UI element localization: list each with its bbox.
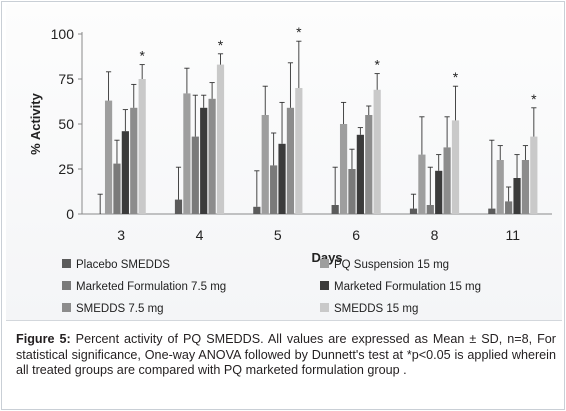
caption-label: Figure 5:	[16, 332, 71, 346]
bar	[356, 134, 364, 214]
caption-text: Percent activity of PQ SMEDDS. All value…	[16, 332, 556, 377]
significance-marker: *	[296, 24, 302, 40]
bar	[261, 115, 269, 214]
significance-marker: *	[453, 69, 459, 85]
bar	[513, 178, 521, 214]
y-tick-label: 0	[66, 206, 74, 222]
x-tick-label: 3	[117, 227, 125, 243]
legend-swatch	[62, 259, 71, 268]
legend-label: Marketed Formulation 7.5 mg	[76, 281, 226, 293]
bar	[270, 165, 278, 214]
significance-marker: *	[374, 57, 380, 73]
bar	[200, 107, 208, 214]
y-tick-label: 100	[51, 26, 75, 42]
bar	[409, 208, 418, 214]
bar	[426, 205, 434, 214]
y-axis-label: % Activity	[28, 92, 43, 154]
bar	[488, 208, 496, 214]
bar	[496, 160, 504, 214]
bar	[104, 100, 113, 214]
bar	[208, 98, 216, 214]
legend-label: SMEDDS 7.5 mg	[76, 303, 164, 315]
bar	[521, 160, 530, 214]
legend-label: PQ Suspension 15 mg	[334, 259, 449, 271]
figure-caption: Figure 5: Percent activity of PQ SMEDDS.…	[16, 332, 556, 379]
legend-label: SMEDDS 15 mg	[334, 303, 418, 315]
legend-swatch	[320, 259, 329, 268]
x-tick-label: 8	[431, 227, 439, 243]
bar	[331, 205, 339, 214]
bar	[365, 115, 373, 214]
significance-marker: *	[218, 37, 224, 53]
significance-marker: *	[531, 91, 537, 107]
y-tick-label: 25	[58, 161, 74, 177]
bar	[130, 107, 138, 214]
legend-label: Placebo SMEDDS	[76, 259, 170, 271]
y-tick-label: 75	[58, 71, 74, 87]
bar	[278, 143, 286, 214]
bar	[348, 169, 356, 214]
significance-marker: *	[139, 48, 145, 64]
bar	[121, 131, 129, 214]
bar	[530, 136, 538, 214]
bar	[191, 136, 199, 214]
legend-swatch	[320, 303, 329, 312]
x-tick-label: 5	[274, 227, 282, 243]
bar	[174, 199, 183, 214]
bar	[451, 120, 460, 214]
bar	[339, 124, 348, 214]
legend-swatch	[320, 281, 329, 290]
bar	[418, 154, 426, 214]
x-tick-label: 4	[196, 227, 204, 243]
x-tick-label: 6	[352, 227, 360, 243]
bar	[216, 64, 225, 214]
bar	[295, 88, 303, 214]
bar	[113, 163, 121, 214]
legend-swatch	[62, 281, 71, 290]
bar	[443, 147, 451, 214]
x-tick-label: 11	[506, 227, 521, 243]
bar-chart: 0 25 50 75 100 % Activity * 3 * 4 * 5 * 6 * 8 * 11 Days Pla…	[28, 24, 552, 315]
bar	[138, 79, 146, 214]
bar	[435, 170, 443, 214]
legend-label: Marketed Formulation 15 mg	[334, 281, 481, 293]
x-axis-label: Days	[311, 250, 342, 265]
bar	[286, 107, 295, 214]
chart-panel: 0 25 50 75 100 % Activity * 3 * 4 * 5 * 6 * 8 * 11 Days Pla…	[6, 4, 562, 321]
bar	[505, 201, 513, 214]
legend-swatch	[62, 303, 71, 312]
bar	[183, 93, 191, 214]
y-tick-label: 50	[58, 116, 74, 132]
bar	[253, 206, 261, 214]
bar	[373, 89, 381, 214]
